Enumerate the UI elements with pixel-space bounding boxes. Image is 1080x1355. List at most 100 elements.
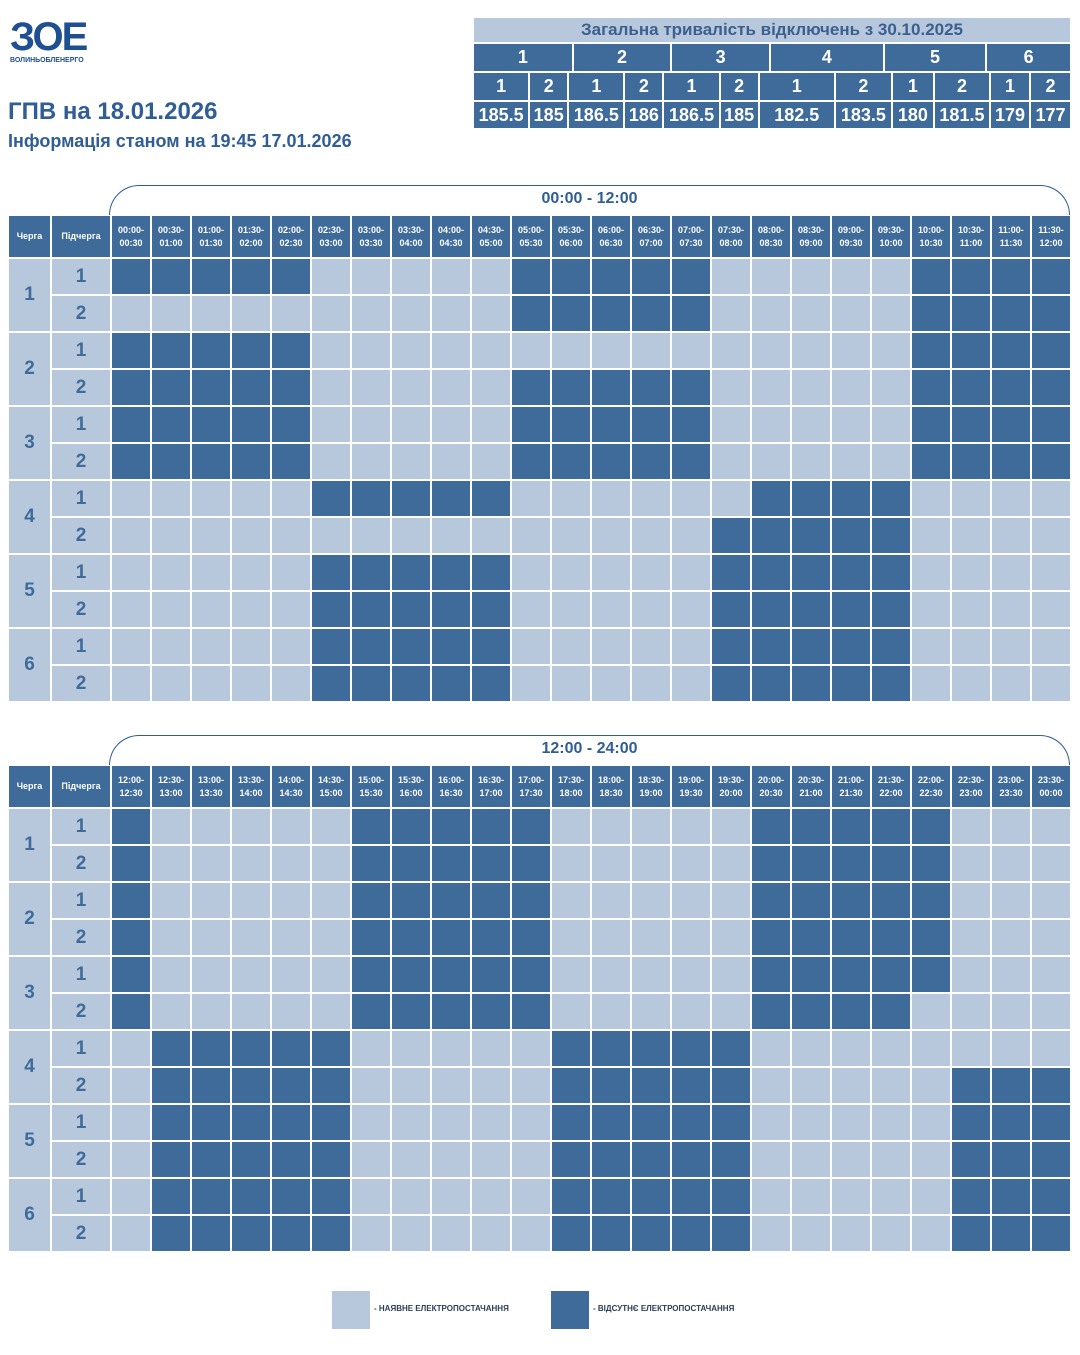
power-on-cell (472, 1216, 510, 1251)
power-on-cell (792, 1031, 830, 1066)
power-on-cell (152, 666, 190, 701)
time-slot-header: 15:30- 16:00 (392, 766, 430, 807)
power-on-cell (192, 994, 230, 1029)
time-slot-header: 02:30- 03:00 (312, 216, 350, 257)
power-on-cell (432, 1216, 470, 1251)
power-on-cell (352, 333, 390, 368)
power-on-cell (872, 370, 910, 405)
time-slot-header: 21:30- 22:00 (872, 766, 910, 807)
outage-cell (272, 1179, 310, 1214)
power-on-cell (112, 481, 150, 516)
outage-cell (272, 407, 310, 442)
power-on-cell (632, 333, 670, 368)
outage-cell (912, 333, 950, 368)
outage-cell (792, 555, 830, 590)
legend-label-on: - НАЯВНЕ ЕЛЕКТРОПОСТАЧАННЯ (374, 1304, 509, 1313)
period-label: 12:00 - 24:00 (541, 740, 638, 757)
subqueue-number: 1 (52, 1031, 110, 1066)
time-slot-header: 08:30- 09:00 (792, 216, 830, 257)
outage-cell (632, 1179, 670, 1214)
outage-cell (632, 1142, 670, 1177)
power-on-cell (352, 1142, 390, 1177)
power-on-cell (872, 407, 910, 442)
logo-mark: ЗОЕ (10, 15, 88, 59)
summary-duration-value: 185 (720, 102, 758, 128)
outage-cell (872, 518, 910, 553)
outage-cell (1032, 1179, 1070, 1214)
outage-cell (152, 1179, 190, 1214)
power-on-cell (952, 518, 990, 553)
outage-cell (512, 883, 550, 918)
queue-number: 1 (9, 259, 50, 331)
outage-cell (152, 333, 190, 368)
outage-cell (992, 259, 1030, 294)
queue-number: 3 (9, 957, 50, 1029)
outage-cell (352, 555, 390, 590)
subqueue-number: 2 (52, 1068, 110, 1103)
outage-cell (392, 666, 430, 701)
power-on-cell (752, 1216, 790, 1251)
outage-cell (712, 555, 750, 590)
outage-cell (352, 883, 390, 918)
power-on-cell (832, 1105, 870, 1140)
time-slot-header: 05:00- 05:30 (512, 216, 550, 257)
summary-duration-value: 185.5 (474, 102, 529, 128)
queue-column-header: Черга (9, 216, 50, 257)
outage-cell (752, 481, 790, 516)
outage-cell (472, 555, 510, 590)
power-on-cell (312, 407, 350, 442)
time-slot-header: 10:30- 11:00 (952, 216, 990, 257)
subqueue-number: 2 (52, 1216, 110, 1251)
outage-cell (472, 994, 510, 1029)
power-on-cell (632, 883, 670, 918)
outage-cell (112, 444, 150, 479)
power-on-cell (632, 481, 670, 516)
time-slot-header: 20:30- 21:00 (792, 766, 830, 807)
outage-cell (912, 957, 950, 992)
outage-cell (712, 1068, 750, 1103)
power-on-cell (1032, 809, 1070, 844)
power-on-cell (432, 259, 470, 294)
outage-cell (152, 370, 190, 405)
outage-cell (312, 555, 350, 590)
page-subtitle: Інформація станом на 19:45 17.01.2026 (8, 131, 352, 151)
power-on-cell (112, 296, 150, 331)
power-on-cell (112, 1179, 150, 1214)
outage-cell (872, 957, 910, 992)
power-on-cell (1032, 666, 1070, 701)
power-on-cell (752, 1179, 790, 1214)
power-on-cell (912, 1031, 950, 1066)
power-on-cell (112, 1105, 150, 1140)
subqueue-number: 1 (52, 481, 110, 516)
outage-cell (312, 1142, 350, 1177)
power-on-cell (552, 555, 590, 590)
power-on-cell (472, 518, 510, 553)
power-on-cell (392, 1068, 430, 1103)
power-on-cell (232, 809, 270, 844)
outage-cell (232, 1216, 270, 1251)
outage-cell (832, 957, 870, 992)
power-on-cell (312, 920, 350, 955)
power-on-cell (792, 407, 830, 442)
power-on-cell (152, 629, 190, 664)
outage-cell (672, 407, 710, 442)
summary-queue-header: 4 (771, 44, 883, 71)
outage-cell (232, 444, 270, 479)
outage-cell (792, 666, 830, 701)
outage-cell (592, 370, 630, 405)
outage-cell (592, 1068, 630, 1103)
power-on-cell (832, 444, 870, 479)
outage-cell (232, 1142, 270, 1177)
power-on-cell (432, 1031, 470, 1066)
power-on-cell (192, 629, 230, 664)
time-slot-header: 04:30- 05:00 (472, 216, 510, 257)
outage-cell (1032, 370, 1070, 405)
outage-cell (712, 1105, 750, 1140)
outage-cell (432, 809, 470, 844)
outage-cell (552, 1105, 590, 1140)
outage-cell (632, 259, 670, 294)
outage-cell (752, 555, 790, 590)
power-on-cell (352, 518, 390, 553)
outage-cell (992, 1179, 1030, 1214)
